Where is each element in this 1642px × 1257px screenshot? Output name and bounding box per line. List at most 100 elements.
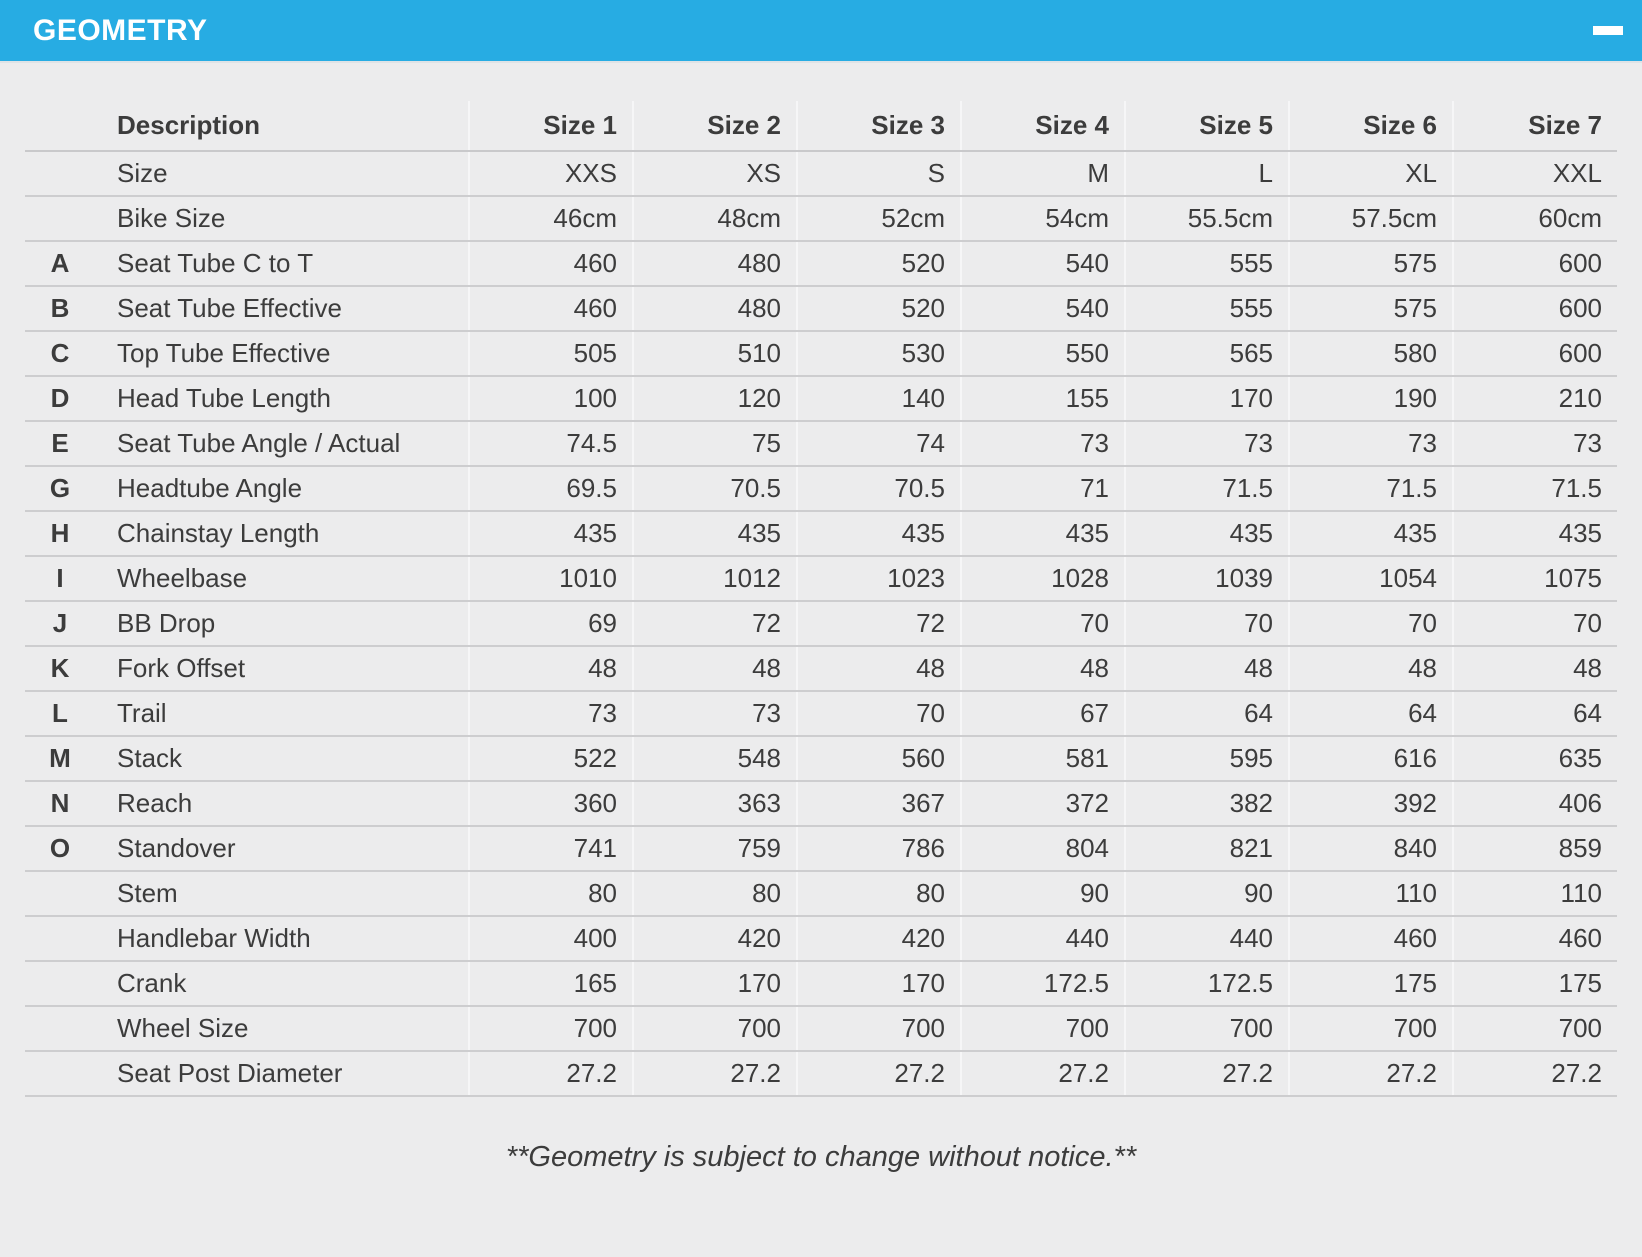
cell-size-3: 520 [796, 241, 961, 287]
row-letter: O [25, 826, 95, 872]
row-label: Fork Offset [95, 646, 469, 692]
column-header-size-6: Size 6 [1288, 101, 1453, 152]
cell-size-4: 372 [960, 781, 1125, 827]
cell-size-3: 435 [796, 511, 961, 557]
cell-size-2: 1012 [632, 556, 797, 602]
cell-size-1: XXS [468, 151, 633, 197]
cell-size-3: 560 [796, 736, 961, 782]
cell-size-3: 72 [796, 601, 961, 647]
table-row: D Head Tube Length 100 120 140 155 170 190 210 [25, 376, 1617, 422]
cell-size-3: 74 [796, 421, 961, 467]
column-header-size-4: Size 4 [960, 101, 1125, 152]
row-letter [25, 196, 95, 242]
collapse-minus-icon[interactable] [1593, 26, 1623, 35]
row-letter: D [25, 376, 95, 422]
geometry-table-container: Description Size 1 Size 2 Size 3 Size 4 Size … [25, 63, 1617, 1097]
table-row: B Seat Tube Effective 460 480 520 540 555 575 60… [25, 286, 1617, 332]
column-header-description: Description [95, 101, 469, 152]
table-header-row: Description Size 1 Size 2 Size 3 Size 4 Size … [25, 101, 1617, 152]
row-label: Seat Tube C to T [95, 241, 469, 287]
row-letter: H [25, 511, 95, 557]
cell-size-2: 435 [632, 511, 797, 557]
cell-size-6: 575 [1288, 286, 1453, 332]
cell-size-2: 170 [632, 961, 797, 1007]
header-row: Description Size 1 Size 2 Size 3 Size 4 Size … [25, 101, 1617, 152]
cell-size-1: 100 [468, 376, 633, 422]
cell-size-3: 48 [796, 646, 961, 692]
cell-size-7: 27.2 [1452, 1051, 1617, 1097]
cell-size-1: 460 [468, 241, 633, 287]
cell-size-5: 55.5cm [1124, 196, 1289, 242]
cell-size-4: 155 [960, 376, 1125, 422]
row-label: Top Tube Effective [95, 331, 469, 377]
cell-size-5: 700 [1124, 1006, 1289, 1052]
cell-size-2: 480 [632, 286, 797, 332]
row-label: Bike Size [95, 196, 469, 242]
table-row: Handlebar Width 400 420 420 440 440 460 460 [25, 916, 1617, 962]
cell-size-1: 27.2 [468, 1051, 633, 1097]
row-letter [25, 871, 95, 917]
cell-size-7: 210 [1452, 376, 1617, 422]
row-label: Headtube Angle [95, 466, 469, 512]
cell-size-3: 52cm [796, 196, 961, 242]
cell-size-4: 540 [960, 241, 1125, 287]
cell-size-7: 60cm [1452, 196, 1617, 242]
cell-size-2: 480 [632, 241, 797, 287]
cell-size-6: XL [1288, 151, 1453, 197]
row-letter: E [25, 421, 95, 467]
cell-size-3: 140 [796, 376, 961, 422]
cell-size-1: 80 [468, 871, 633, 917]
cell-size-3: 27.2 [796, 1051, 961, 1097]
cell-size-7: XXL [1452, 151, 1617, 197]
table-row: H Chainstay Length 435 435 435 435 435 435 435 [25, 511, 1617, 557]
cell-size-7: 859 [1452, 826, 1617, 872]
row-label: Seat Tube Angle / Actual [95, 421, 469, 467]
cell-size-4: 70 [960, 601, 1125, 647]
cell-size-6: 460 [1288, 916, 1453, 962]
column-header-size-3: Size 3 [796, 101, 961, 152]
row-letter [25, 1006, 95, 1052]
row-label: Handlebar Width [95, 916, 469, 962]
row-label: BB Drop [95, 601, 469, 647]
row-letter: L [25, 691, 95, 737]
cell-size-4: 550 [960, 331, 1125, 377]
row-letter: C [25, 331, 95, 377]
column-header-letter [25, 101, 95, 152]
row-label: Reach [95, 781, 469, 827]
row-letter: J [25, 601, 95, 647]
cell-size-2: 420 [632, 916, 797, 962]
row-letter: A [25, 241, 95, 287]
cell-size-6: 175 [1288, 961, 1453, 1007]
row-label: Seat Post Diameter [95, 1051, 469, 1097]
cell-size-5: 48 [1124, 646, 1289, 692]
row-letter: M [25, 736, 95, 782]
cell-size-5: 70 [1124, 601, 1289, 647]
cell-size-6: 71.5 [1288, 466, 1453, 512]
cell-size-7: 110 [1452, 871, 1617, 917]
cell-size-5: 73 [1124, 421, 1289, 467]
row-label: Trail [95, 691, 469, 737]
row-label: Head Tube Length [95, 376, 469, 422]
cell-size-1: 400 [468, 916, 633, 962]
cell-size-3: 786 [796, 826, 961, 872]
row-label: Stack [95, 736, 469, 782]
cell-size-3: 700 [796, 1006, 961, 1052]
cell-size-1: 73 [468, 691, 633, 737]
table-row: Bike Size 46cm 48cm 52cm 54cm 55.5cm 57.5cm 60c… [25, 196, 1617, 242]
cell-size-4: M [960, 151, 1125, 197]
row-label: Stem [95, 871, 469, 917]
cell-size-5: 555 [1124, 241, 1289, 287]
table-row: O Standover 741 759 786 804 821 840 859 [25, 826, 1617, 872]
cell-size-5: 435 [1124, 511, 1289, 557]
cell-size-7: 600 [1452, 331, 1617, 377]
row-label: Wheel Size [95, 1006, 469, 1052]
cell-size-4: 90 [960, 871, 1125, 917]
cell-size-6: 48 [1288, 646, 1453, 692]
cell-size-1: 741 [468, 826, 633, 872]
cell-size-6: 840 [1288, 826, 1453, 872]
cell-size-2: 548 [632, 736, 797, 782]
cell-size-7: 175 [1452, 961, 1617, 1007]
cell-size-1: 360 [468, 781, 633, 827]
geometry-section-header[interactable]: GEOMETRY [0, 0, 1642, 63]
geometry-table: Description Size 1 Size 2 Size 3 Size 4 Size … [25, 101, 1617, 1097]
